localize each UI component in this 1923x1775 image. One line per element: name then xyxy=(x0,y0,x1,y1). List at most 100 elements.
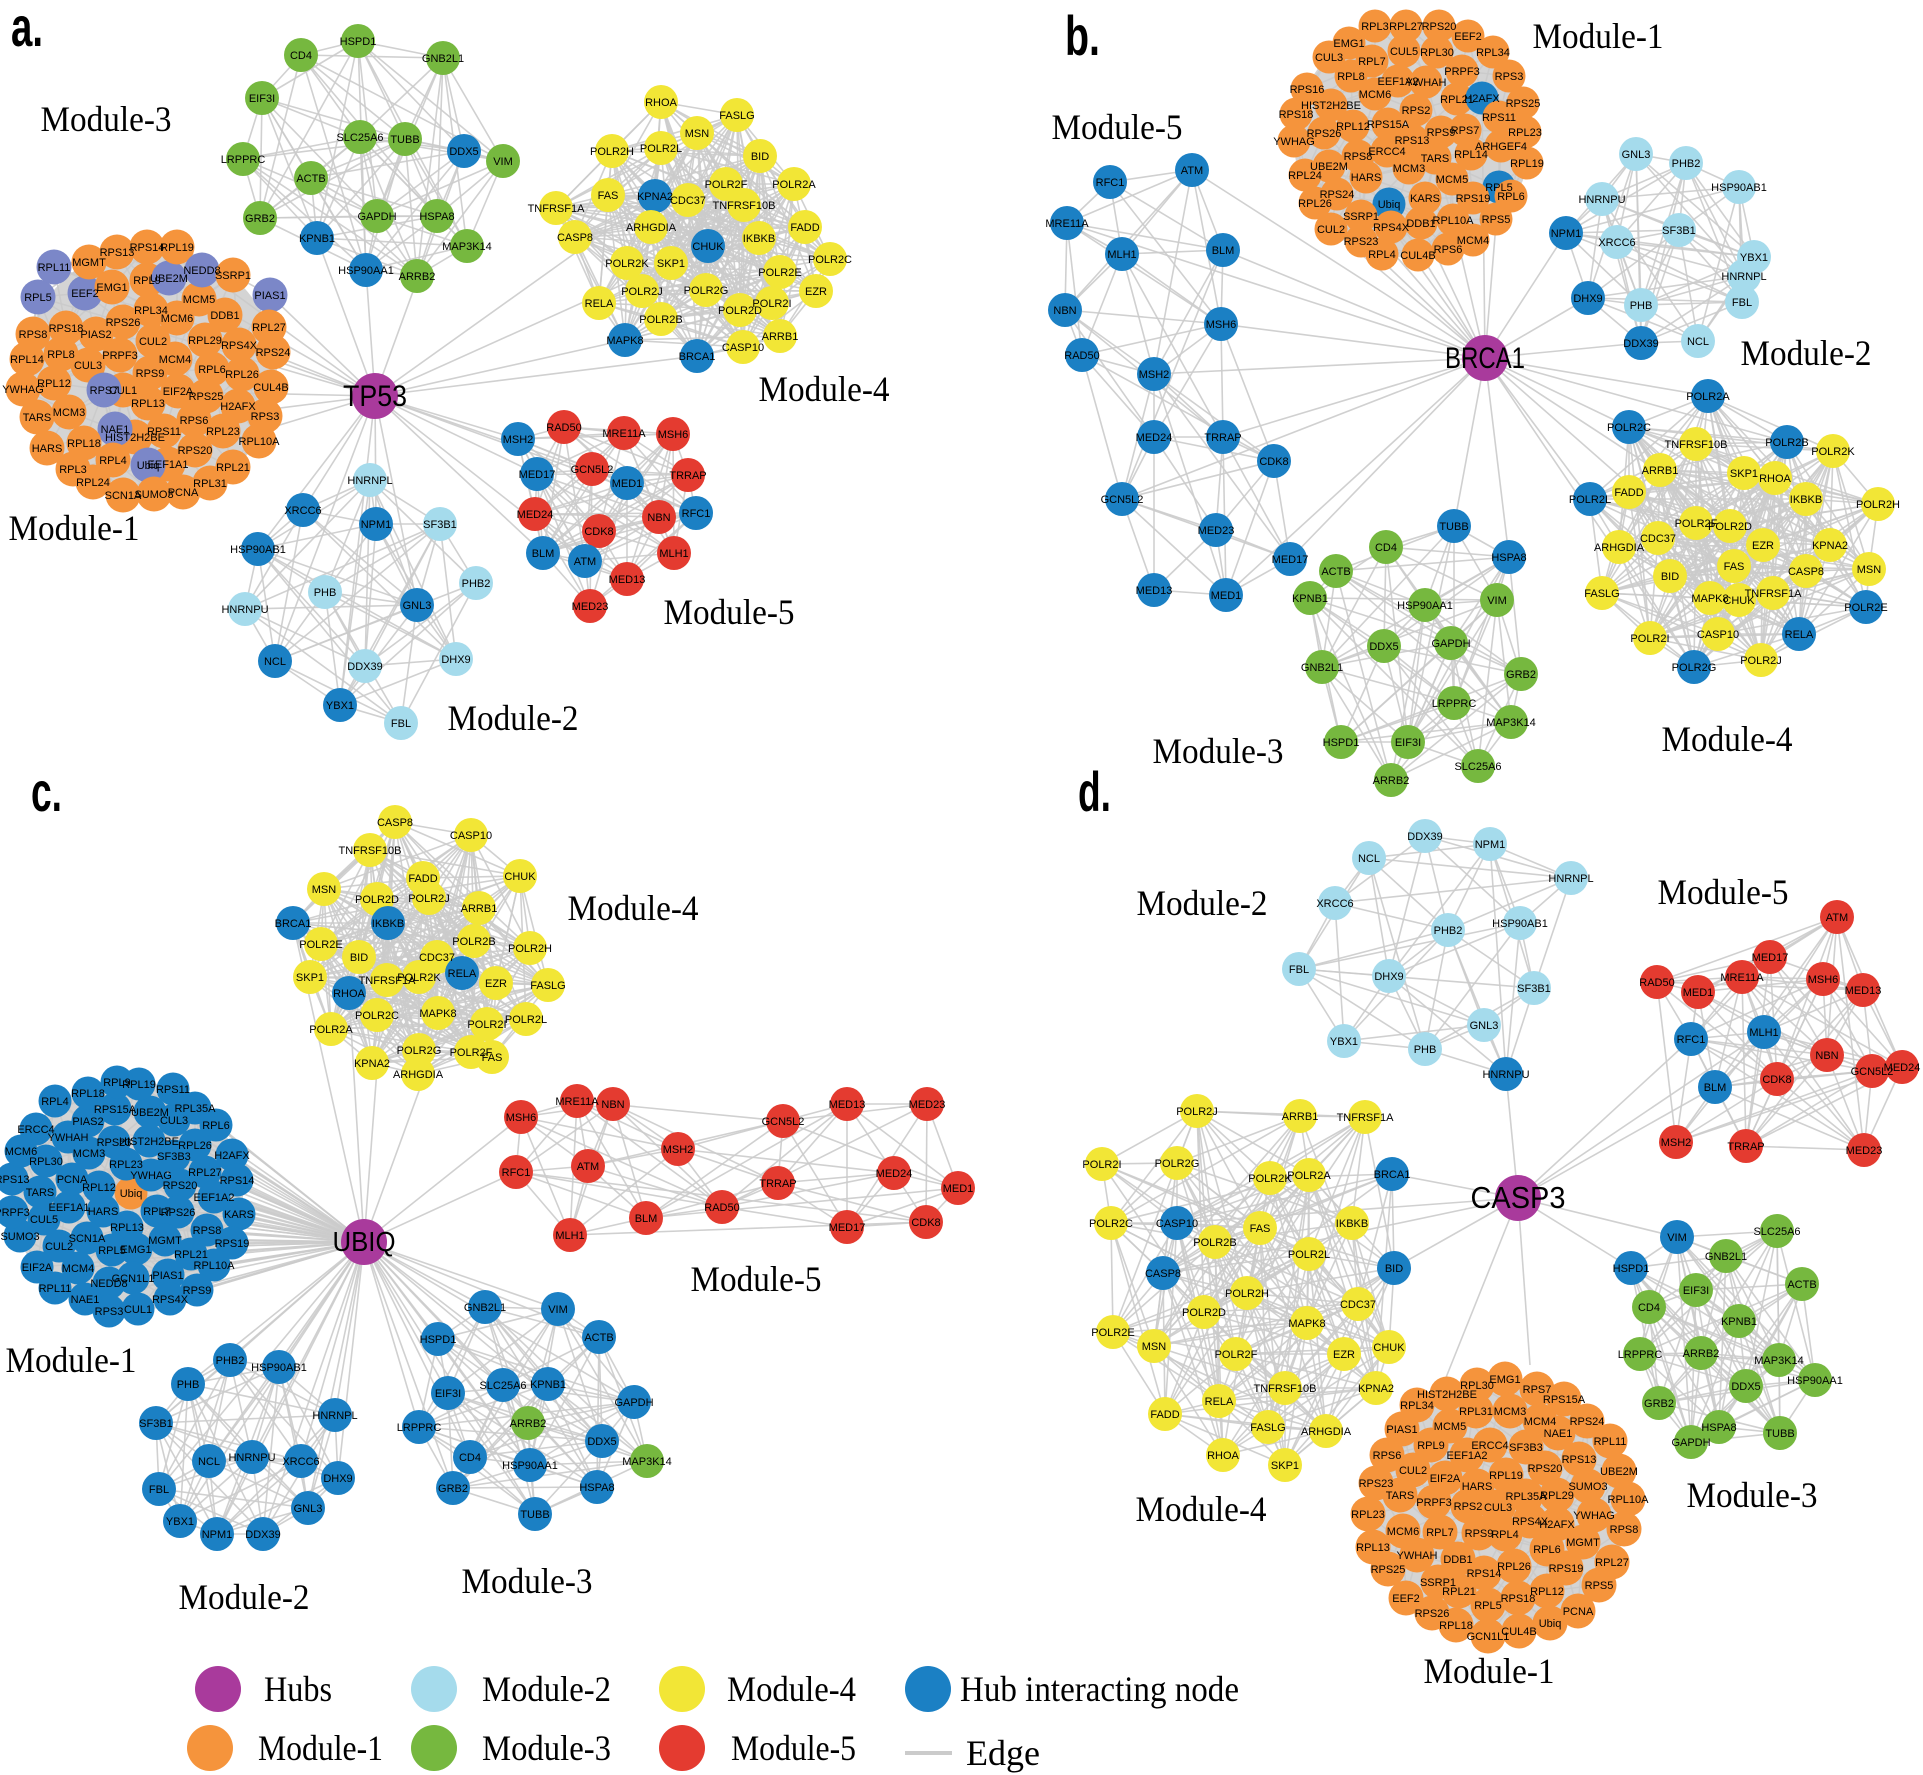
svg-text:ATM: ATM xyxy=(1181,165,1203,177)
svg-text:CD4: CD4 xyxy=(459,1452,481,1464)
svg-text:POLR2H: POLR2H xyxy=(590,146,634,158)
svg-text:RPL8: RPL8 xyxy=(1337,71,1365,83)
svg-text:Hub interacting node: Hub interacting node xyxy=(960,1669,1239,1709)
svg-text:EIF3I: EIF3I xyxy=(1683,1285,1709,1297)
svg-text:ARRB1: ARRB1 xyxy=(762,331,799,343)
svg-text:HSP90AB1: HSP90AB1 xyxy=(251,1362,307,1374)
svg-text:RPL13: RPL13 xyxy=(1356,1542,1390,1554)
svg-text:NPM1: NPM1 xyxy=(361,519,392,531)
svg-text:RPL24: RPL24 xyxy=(1288,170,1322,182)
svg-text:DHX9: DHX9 xyxy=(1573,293,1602,305)
svg-text:Module-5: Module-5 xyxy=(1658,872,1789,912)
svg-text:RPL10A: RPL10A xyxy=(194,1260,236,1272)
svg-text:MRE11A: MRE11A xyxy=(1720,972,1764,984)
svg-text:Module-2: Module-2 xyxy=(1137,883,1268,923)
svg-text:RPL30: RPL30 xyxy=(1420,47,1454,59)
svg-text:H2AFX: H2AFX xyxy=(220,401,256,413)
svg-text:RPS18: RPS18 xyxy=(49,323,84,335)
svg-text:Module-1: Module-1 xyxy=(9,508,140,548)
svg-text:RPS23: RPS23 xyxy=(1344,236,1379,248)
svg-text:CHUK: CHUK xyxy=(1373,1342,1405,1354)
svg-text:UBE2M: UBE2M xyxy=(1600,1466,1638,1478)
svg-text:HIST2H2BE: HIST2H2BE xyxy=(1417,1389,1477,1401)
svg-text:SCN1A: SCN1A xyxy=(105,490,142,502)
svg-text:DDX5: DDX5 xyxy=(1369,641,1398,653)
svg-text:IKBKB: IKBKB xyxy=(1790,494,1822,506)
svg-text:RPS26: RPS26 xyxy=(1415,1608,1450,1620)
svg-text:RPS24: RPS24 xyxy=(1570,1416,1605,1428)
svg-text:EZR: EZR xyxy=(1333,1349,1355,1361)
svg-text:CUL3: CUL3 xyxy=(1484,1502,1512,1514)
svg-text:MSH6: MSH6 xyxy=(1206,319,1237,331)
svg-text:HARS: HARS xyxy=(1351,172,1382,184)
svg-text:Module-4: Module-4 xyxy=(1662,719,1793,759)
svg-text:RPL11: RPL11 xyxy=(1594,1436,1627,1448)
svg-text:RPL27: RPL27 xyxy=(1389,21,1423,33)
svg-text:BID: BID xyxy=(350,952,368,964)
svg-text:MAPK8: MAPK8 xyxy=(1288,1318,1325,1330)
svg-text:SUMO3: SUMO3 xyxy=(134,489,173,501)
svg-text:Module-4: Module-4 xyxy=(727,1669,856,1709)
svg-text:MCM4: MCM4 xyxy=(1457,235,1489,247)
svg-text:FASLG: FASLG xyxy=(1584,588,1619,600)
svg-text:RPS14: RPS14 xyxy=(1467,1568,1502,1580)
svg-text:RPL29: RPL29 xyxy=(1540,1490,1574,1502)
svg-text:EIF2A: EIF2A xyxy=(163,386,194,398)
svg-text:MCM5: MCM5 xyxy=(1436,174,1468,186)
svg-text:EIF2A: EIF2A xyxy=(1430,1473,1461,1485)
svg-text:RPS13: RPS13 xyxy=(100,247,135,259)
svg-text:POLR2I: POLR2I xyxy=(1082,1159,1121,1171)
svg-text:IKBKB: IKBKB xyxy=(372,918,404,930)
svg-text:POLR2E: POLR2E xyxy=(758,267,801,279)
svg-text:KPNB1: KPNB1 xyxy=(530,1379,566,1391)
svg-text:EIF3I: EIF3I xyxy=(435,1388,461,1400)
svg-text:EEF1A1: EEF1A1 xyxy=(49,1202,90,1214)
svg-text:HSP90AA1: HSP90AA1 xyxy=(1397,600,1453,612)
svg-text:EZR: EZR xyxy=(1752,540,1774,552)
svg-text:UBE2M: UBE2M xyxy=(150,273,188,285)
svg-text:MED17: MED17 xyxy=(1272,554,1309,566)
svg-text:RPL19: RPL19 xyxy=(160,242,194,254)
svg-text:RFC1: RFC1 xyxy=(682,508,711,520)
svg-text:TP53: TP53 xyxy=(343,380,407,413)
svg-text:YWHAH: YWHAH xyxy=(1406,77,1447,89)
svg-text:Module-3: Module-3 xyxy=(1687,1475,1818,1515)
svg-text:CDK8: CDK8 xyxy=(1259,456,1288,468)
svg-text:TRRAP: TRRAP xyxy=(1727,1141,1764,1153)
svg-text:BID: BID xyxy=(1661,571,1679,583)
svg-text:MSN: MSN xyxy=(312,884,337,896)
svg-text:POLR2B: POLR2B xyxy=(452,936,495,948)
svg-text:DDB1: DDB1 xyxy=(210,310,239,322)
svg-text:CASP10: CASP10 xyxy=(722,342,764,354)
svg-text:d.: d. xyxy=(1078,760,1111,823)
svg-text:RPL9: RPL9 xyxy=(133,275,161,287)
svg-text:EMG1: EMG1 xyxy=(1489,1374,1520,1386)
svg-text:RPS13: RPS13 xyxy=(0,1174,29,1186)
svg-text:MCM5: MCM5 xyxy=(1434,1421,1466,1433)
svg-text:ARRB1: ARRB1 xyxy=(461,903,498,915)
svg-text:RPL18: RPL18 xyxy=(1439,1620,1473,1632)
svg-text:MED13: MED13 xyxy=(1136,585,1173,597)
svg-text:DHX9: DHX9 xyxy=(441,654,470,666)
svg-text:FBL: FBL xyxy=(1732,297,1752,309)
svg-text:RPS11: RPS11 xyxy=(156,1084,190,1096)
svg-text:RPL23: RPL23 xyxy=(109,1159,143,1171)
svg-text:RPS15A: RPS15A xyxy=(1367,119,1410,131)
svg-text:RPS26: RPS26 xyxy=(161,1207,196,1219)
svg-text:NBN: NBN xyxy=(1053,305,1076,317)
svg-text:SF3B1: SF3B1 xyxy=(423,519,457,531)
svg-text:POLR2B: POLR2B xyxy=(1765,437,1808,449)
svg-text:TNFRSF10B: TNFRSF10B xyxy=(1665,439,1728,451)
svg-text:ACTB: ACTB xyxy=(1321,566,1350,578)
svg-text:TNFRSF1A: TNFRSF1A xyxy=(1745,588,1803,600)
svg-text:RPL7: RPL7 xyxy=(143,1206,171,1218)
svg-text:RPL21: RPL21 xyxy=(216,462,250,474)
svg-text:MSH6: MSH6 xyxy=(506,1112,537,1124)
svg-text:EMG1: EMG1 xyxy=(120,1244,151,1256)
svg-text:Ubiq: Ubiq xyxy=(120,1188,143,1200)
svg-text:POLR2L: POLR2L xyxy=(1288,1249,1330,1261)
svg-text:NAE1: NAE1 xyxy=(1544,1428,1573,1440)
svg-text:H2AFX: H2AFX xyxy=(214,1150,250,1162)
svg-text:RPL34: RPL34 xyxy=(1476,47,1510,59)
svg-text:CUL3: CUL3 xyxy=(1315,52,1343,64)
